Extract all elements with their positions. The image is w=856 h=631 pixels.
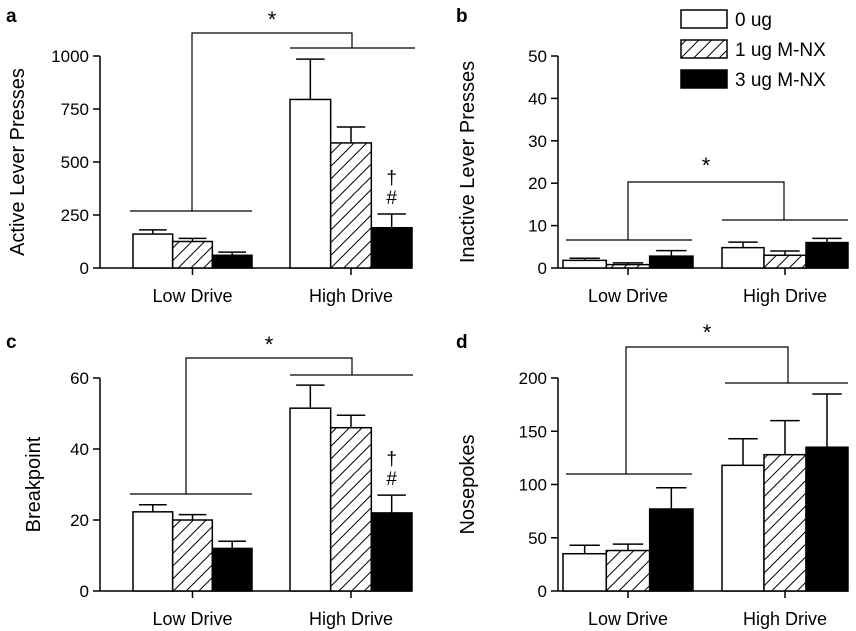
legend-label-1ug: 1 ug M-NX xyxy=(735,40,826,61)
legend-swatch-1ug xyxy=(680,39,728,59)
significance-bracket xyxy=(625,346,789,474)
x-category-label: Low Drive xyxy=(152,286,232,306)
y-tick-label: 50 xyxy=(528,529,547,548)
y-tick-label: 1000 xyxy=(51,47,89,66)
y-tick-label: 0 xyxy=(538,259,547,278)
bar-high-drive-series-0 xyxy=(289,98,332,269)
bar-annotation: # xyxy=(386,469,397,490)
bar-low-drive-series-0 xyxy=(132,511,174,592)
y-tick-label: 50 xyxy=(528,47,547,66)
y-tick-label: 100 xyxy=(519,476,547,495)
bar-low-drive-series-1 xyxy=(605,263,651,269)
panel-d-letter: d xyxy=(456,332,468,353)
bar-annotation: † xyxy=(386,449,397,470)
y-tick-label: 60 xyxy=(70,369,89,388)
bar-annotation: † xyxy=(386,168,397,189)
y-tick-label: 20 xyxy=(70,511,89,530)
bar-high-drive-series-1 xyxy=(763,453,807,592)
bar-low-drive-series-0 xyxy=(562,259,608,269)
legend-label-0ug: 0 ug xyxy=(735,10,772,31)
y-tick-label: 0 xyxy=(538,582,547,601)
x-category-label: Low Drive xyxy=(588,286,668,306)
y-tick-label: 750 xyxy=(61,100,89,119)
bar-low-drive-series-2 xyxy=(648,255,694,269)
panel-c: 0 20 40 60 Breakpoint Low Drive High Drive †# * xyxy=(23,332,413,629)
y-tick-label: 30 xyxy=(528,132,547,151)
bar-low-drive-series-1 xyxy=(171,519,214,592)
significance-star: * xyxy=(268,7,277,32)
legend-swatch-3ug xyxy=(680,69,728,89)
panel-b-letter: b xyxy=(456,6,468,27)
panel-c-letter: c xyxy=(6,332,17,353)
significance-star: * xyxy=(265,332,274,357)
legend-label-3ug: 3 ug M-NX xyxy=(735,70,826,91)
bar-low-drive-series-2 xyxy=(211,547,253,592)
bar-high-drive-series-1 xyxy=(329,426,373,592)
y-tick-label: 10 xyxy=(528,217,547,236)
y-axis-label: Active Lever Presses xyxy=(7,68,29,256)
significance-bracket xyxy=(191,32,353,211)
panel-a-letter: a xyxy=(6,6,17,27)
y-axis-label: Breakpoint xyxy=(23,436,45,532)
y-tick-label: 500 xyxy=(61,153,89,172)
bar-annotation: # xyxy=(386,188,397,209)
y-tick-label: 40 xyxy=(70,440,89,459)
bar-low-drive-series-1 xyxy=(171,240,214,269)
significance-star: * xyxy=(703,320,712,345)
legend-swatch-0ug xyxy=(680,9,728,29)
panel-a: 0 250 500 750 1000 Active Lever Presses Low Dr… xyxy=(7,7,415,306)
y-tick-label: 40 xyxy=(528,89,547,108)
significance-bracket xyxy=(627,181,785,240)
bar-high-drive-series-1 xyxy=(763,254,807,269)
y-tick-label: 0 xyxy=(80,582,89,601)
x-category-label: High Drive xyxy=(309,286,393,306)
x-category-label: High Drive xyxy=(309,609,393,629)
y-tick-label: 20 xyxy=(528,174,547,193)
legend: 0 ug 1 ug M-NX 3 ug M-NX xyxy=(680,9,826,91)
significance-star: * xyxy=(702,153,711,178)
panel-d: 0 50 100 150 200 Nosepokes Low Drive High Drive… xyxy=(457,320,849,629)
y-axis-label: Nosepokes xyxy=(457,434,479,534)
panel-b: 0 10 20 30 40 50 Inactive Lever Presses Low Dri… xyxy=(457,47,849,306)
significance-bracket xyxy=(185,357,353,494)
y-tick-label: 150 xyxy=(519,422,547,441)
bar-low-drive-series-1 xyxy=(605,549,651,592)
bar-high-drive-series-2 xyxy=(805,241,849,269)
bar-low-drive-series-2 xyxy=(648,508,694,592)
y-axis-label: Inactive Lever Presses xyxy=(457,61,479,263)
bar-low-drive-series-0 xyxy=(562,552,608,592)
bar-high-drive-series-1 xyxy=(329,142,373,269)
x-category-label: Low Drive xyxy=(588,609,668,629)
bar-high-drive-series-2 xyxy=(370,512,413,592)
y-tick-label: 200 xyxy=(519,369,547,388)
y-tick-label: 250 xyxy=(61,206,89,225)
y-tick-label: 0 xyxy=(80,259,89,278)
bar-high-drive-series-0 xyxy=(721,464,765,592)
x-category-label: High Drive xyxy=(743,286,827,306)
bar-high-drive-series-0 xyxy=(289,407,332,592)
bar-high-drive-series-0 xyxy=(721,246,765,269)
bar-high-drive-series-2 xyxy=(370,226,413,269)
x-category-label: Low Drive xyxy=(152,609,232,629)
bar-low-drive-series-0 xyxy=(132,233,174,269)
bar-high-drive-series-2 xyxy=(805,446,849,592)
x-category-label: High Drive xyxy=(743,609,827,629)
bar-low-drive-series-2 xyxy=(211,254,253,269)
